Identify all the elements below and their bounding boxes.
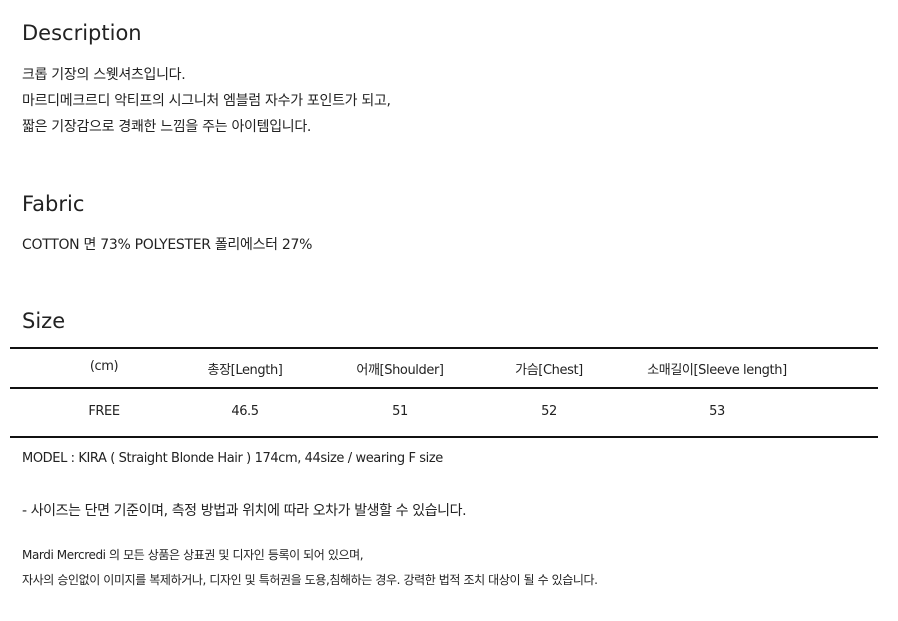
header-cell: 가슴[Chest] <box>515 363 583 378</box>
fabric-text: COTTON 면 73% POLYESTER 폴리에스터 27% <box>22 237 313 253</box>
header-cell: (cm) <box>89 359 119 374</box>
fabric-heading: Fabric <box>22 192 85 216</box>
description-line: 크롭 기장의 스웻셔츠입니다. <box>22 67 186 83</box>
table-cell: 51 <box>392 404 408 419</box>
table-cell: 52 <box>541 404 557 419</box>
model-info: MODEL : KIRA ( Straight Blonde Hair ) 17… <box>22 451 443 466</box>
legal-notice: Mardi Mercredi 의 모든 상품은 상표권 및 디자인 등록이 되어… <box>22 543 598 593</box>
table-cell: FREE <box>88 404 120 419</box>
table-cell: 53 <box>709 404 725 419</box>
size-heading: Size <box>22 309 66 333</box>
table-top-rule <box>10 347 878 349</box>
header-cell: 어깨[Shoulder] <box>356 363 444 378</box>
legal-line: Mardi Mercredi 의 모든 상품은 상표권 및 디자인 등록이 되어… <box>22 548 364 562</box>
table-header-rule <box>10 387 878 389</box>
table-cell: 46.5 <box>231 404 259 419</box>
legal-line: 자사의 승인없이 이미지를 복제하거나, 디자인 및 특허권을 도용,침해하는 … <box>22 573 598 587</box>
description-body: 크롭 기장의 스웻셔츠입니다. 마르디메크르디 악티프의 시그니처 엠블럼 자수… <box>22 62 391 140</box>
description-line: 마르디메크르디 악티프의 시그니처 엠블럼 자수가 포인트가 되고, <box>22 93 391 109</box>
header-cell: 소매길이[Sleeve length] <box>647 363 787 378</box>
size-note: - 사이즈는 단면 기준이며, 측정 방법과 위치에 따라 오차가 발생할 수 … <box>22 503 467 519</box>
table-bottom-rule <box>10 436 878 438</box>
description-line: 짧은 기장감으로 경쾌한 느낌을 주는 아이템입니다. <box>22 119 312 135</box>
header-cell: 총장[Length] <box>207 363 283 378</box>
description-heading: Description <box>22 21 142 45</box>
